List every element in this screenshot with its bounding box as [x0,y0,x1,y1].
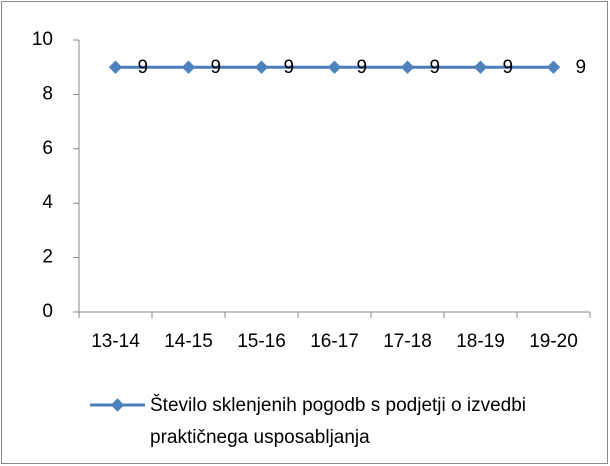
point-marker [473,60,488,74]
data-label: 9 [430,57,441,78]
data-label: 9 [138,57,149,78]
legend-label: Število sklenjenih pogodb s podjetji o i… [150,395,527,448]
x-tick-label: 17-18 [383,331,432,352]
y-tick-label: 0 [42,301,53,322]
legend-marker [110,398,125,412]
point-marker [327,60,342,74]
data-label: 9 [357,57,368,78]
data-label: 9 [576,57,587,78]
y-tick-label: 8 [42,83,53,104]
data-label: 9 [211,57,222,78]
x-tick-label: 18-19 [456,331,505,352]
point-marker [108,60,123,74]
point-marker [546,60,561,74]
data-label: 9 [284,57,295,78]
y-tick-label: 6 [42,138,53,159]
point-marker [400,60,415,74]
x-tick-label: 16-17 [310,331,359,352]
x-tick-label: 13-14 [91,331,140,352]
x-tick-label: 14-15 [164,331,213,352]
x-tick-label: 15-16 [237,331,286,352]
x-tick-label: 19-20 [529,331,578,352]
y-tick-label: 2 [42,247,53,268]
point-marker [254,60,269,74]
y-tick-label: 4 [42,192,53,213]
point-marker [181,60,196,74]
data-label: 9 [503,57,514,78]
y-tick-label: 10 [32,29,53,50]
